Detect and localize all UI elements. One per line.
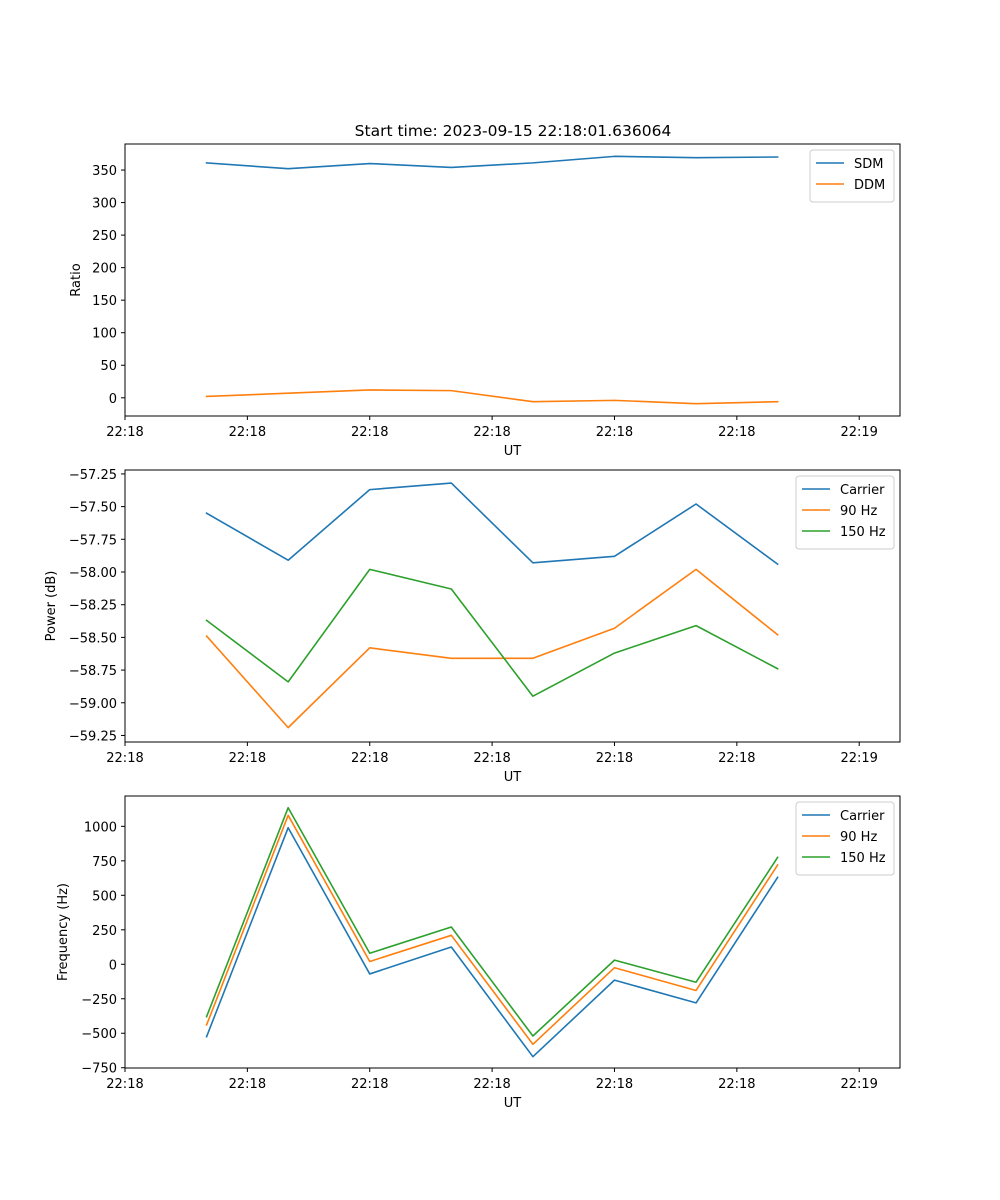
legend-label: 90 Hz	[840, 504, 877, 519]
x-tick-label: 22:18	[351, 1077, 388, 1092]
y-tick-label: 250	[92, 229, 117, 244]
y-tick-label: 0	[109, 392, 117, 407]
x-tick-label: 22:18	[106, 425, 143, 440]
legend-label: 90 Hz	[840, 830, 877, 845]
panels: 22:18 22:18 22:18 22:18 22:18 22:18 22:19 0 50 10…	[44, 143, 901, 1111]
x-tick-label: 22:18	[718, 751, 755, 766]
chart-panel-2: 22:18 22:18 22:18 22:18 22:18 22:18 22:19 −59.2…	[44, 468, 901, 785]
series-line-150-hz	[205, 568, 779, 698]
series-line-ddm	[205, 389, 779, 405]
y-tick-label: −500	[81, 1027, 117, 1042]
x-axis-label: UT	[504, 1096, 522, 1111]
x-tick-label: 22:18	[596, 425, 633, 440]
x-tick-label: 22:19	[840, 1077, 877, 1092]
x-tick-label: 22:18	[596, 751, 633, 766]
x-tick-label: 22:18	[473, 425, 510, 440]
legend-label: DDM	[854, 178, 885, 193]
x-tick-label: 22:18	[229, 425, 266, 440]
axes-frame	[124, 143, 901, 417]
y-tick-label: −57.75	[69, 533, 117, 548]
y-tick-label: −58.75	[69, 664, 117, 679]
series-line-90-hz	[205, 814, 779, 1046]
x-axis-label: UT	[504, 444, 522, 459]
y-tick-label: −58.50	[69, 631, 117, 646]
y-tick-label: −57.25	[69, 468, 117, 483]
series-line-sdm	[205, 155, 779, 170]
x-tick-label: 22:19	[840, 751, 877, 766]
legend: SDM DDM	[809, 149, 895, 203]
figure-title: Start time: 2023-09-15 22:18:01.636064	[355, 122, 672, 140]
y-tick-label: −58.25	[69, 599, 117, 614]
y-tick-label: 750	[92, 855, 117, 870]
axes-frame	[124, 795, 901, 1069]
legend-label: Carrier	[840, 483, 885, 498]
x-tick-label: 22:18	[229, 1077, 266, 1092]
x-tick-label: 22:19	[840, 425, 877, 440]
y-tick-label: 1000	[84, 820, 117, 835]
y-tick-label: −750	[81, 1062, 117, 1077]
series-line-carrier	[205, 826, 779, 1058]
legend: Carrier 90 Hz 150 Hz	[795, 475, 895, 550]
chart-panel-3: 22:18 22:18 22:18 22:18 22:18 22:18 22:19 −750 −…	[56, 795, 901, 1111]
legend-label: 150 Hz	[840, 851, 886, 866]
y-tick-label: 150	[92, 294, 117, 309]
x-tick-label: 22:18	[718, 425, 755, 440]
y-tick-label: −58.00	[69, 566, 117, 581]
y-tick-label: −250	[81, 993, 117, 1008]
x-tick-label: 22:18	[106, 751, 143, 766]
x-tick-label: 22:18	[229, 751, 266, 766]
y-tick-label: 200	[92, 262, 117, 277]
y-tick-label: −59.25	[69, 729, 117, 744]
y-tick-label: 250	[92, 924, 117, 939]
y-axis-label: Ratio	[69, 263, 84, 296]
x-tick-label: 22:18	[473, 1077, 510, 1092]
x-tick-label: 22:18	[596, 1077, 633, 1092]
legend: Carrier 90 Hz 150 Hz	[795, 801, 895, 876]
series-line-150-hz	[205, 806, 779, 1037]
legend-label: 150 Hz	[840, 525, 886, 540]
x-tick-label: 22:18	[473, 751, 510, 766]
y-tick-label: 50	[100, 359, 117, 374]
y-tick-label: −59.00	[69, 697, 117, 712]
series-line-90-hz	[205, 568, 779, 729]
x-tick-label: 22:18	[718, 1077, 755, 1092]
y-axis-label: Frequency (Hz)	[56, 883, 71, 981]
y-tick-label: 300	[92, 197, 117, 212]
series-line-carrier	[205, 482, 779, 566]
axes-frame	[124, 469, 901, 743]
y-tick-label: 100	[92, 327, 117, 342]
x-tick-label: 22:18	[351, 425, 388, 440]
y-tick-label: −57.50	[69, 501, 117, 516]
legend-label: Carrier	[840, 809, 885, 824]
legend-label: SDM	[854, 157, 883, 172]
x-tick-label: 22:18	[351, 751, 388, 766]
chart-panel-1: 22:18 22:18 22:18 22:18 22:18 22:18 22:19 0 50 10…	[69, 143, 901, 459]
y-axis-label: Power (dB)	[44, 571, 59, 642]
x-axis-label: UT	[504, 770, 522, 785]
y-tick-label: 0	[109, 958, 117, 973]
x-tick-label: 22:18	[106, 1077, 143, 1092]
y-tick-label: 350	[92, 164, 117, 179]
y-tick-label: 500	[92, 889, 117, 904]
